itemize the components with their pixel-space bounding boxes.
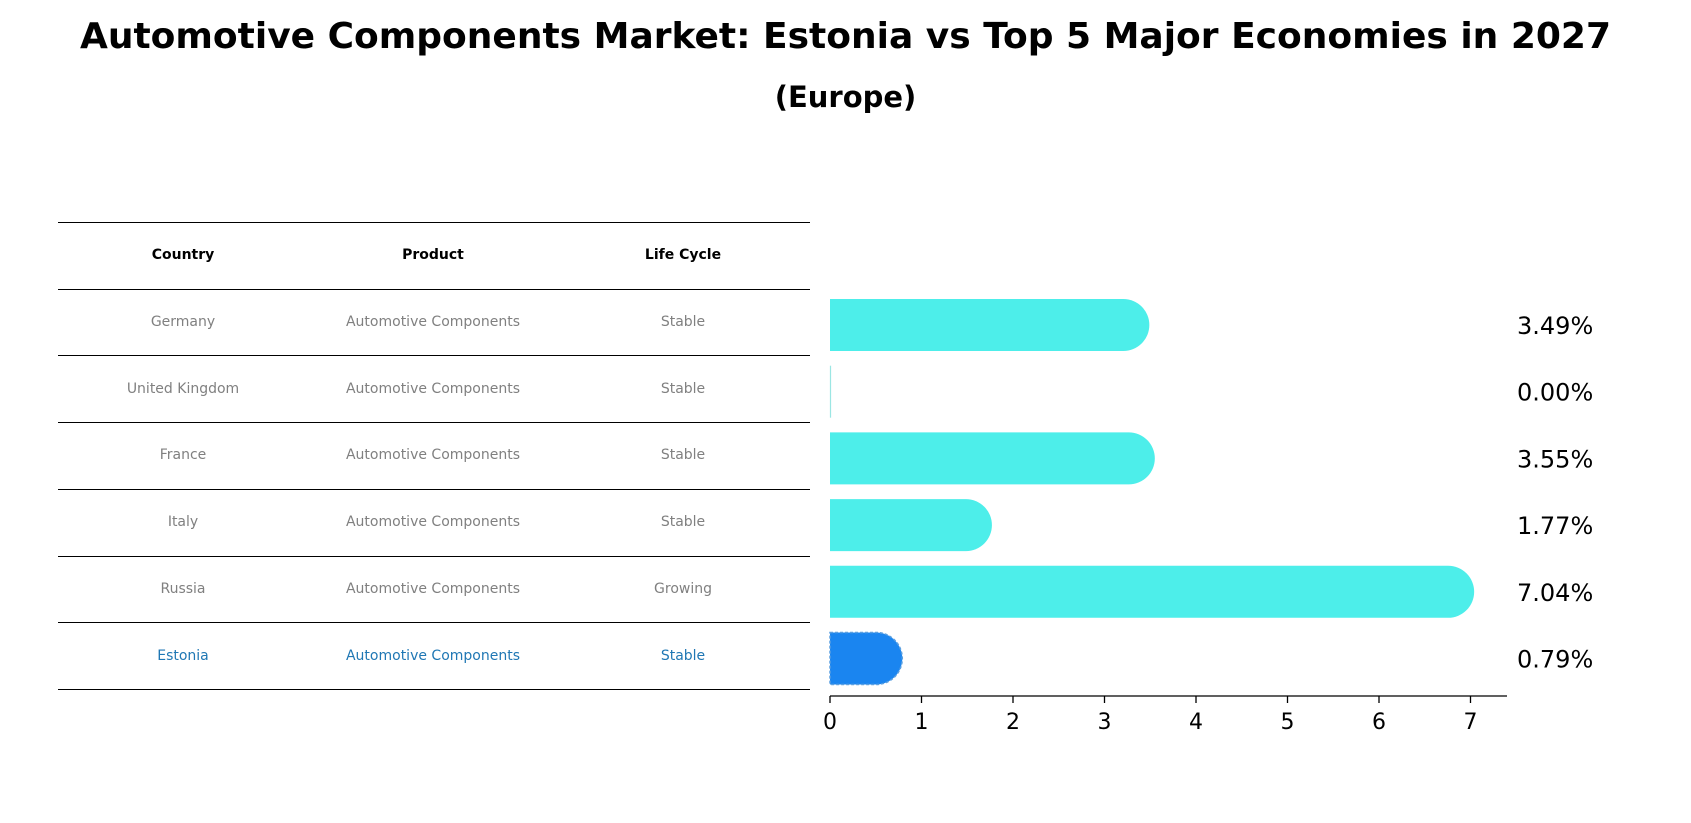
bar bbox=[830, 299, 1150, 351]
table-cell-life-cycle: Growing bbox=[654, 580, 712, 597]
table-cell-product: Automotive Components bbox=[345, 380, 520, 397]
table-cell-life-cycle: Stable bbox=[660, 447, 706, 464]
bar bbox=[830, 565, 1475, 618]
x-tick-label: 3 bbox=[1098, 710, 1112, 735]
chart-title: Automotive Components Market: Estonia vs… bbox=[79, 16, 1612, 57]
table-cell-product: Automotive Components bbox=[345, 447, 520, 464]
value-label: 7.04% bbox=[1517, 579, 1593, 607]
value-label: 3.49% bbox=[1517, 312, 1593, 340]
x-tick-label: 1 bbox=[915, 710, 929, 735]
table-header-cell: Country bbox=[151, 247, 215, 264]
table-cell-country: France bbox=[159, 447, 207, 464]
table-cell-product: Automotive Components bbox=[345, 580, 520, 597]
table-rule bbox=[58, 488, 810, 490]
table-cell-country: Germany bbox=[150, 314, 216, 331]
table-rule bbox=[58, 622, 810, 624]
x-tick-label: 6 bbox=[1372, 710, 1386, 735]
x-tick-label: 0 bbox=[823, 710, 837, 735]
value-label: 0.79% bbox=[1517, 646, 1593, 674]
table-rule bbox=[58, 422, 810, 424]
value-label: 0.00% bbox=[1517, 379, 1593, 407]
table-header-cell: Life Cycle bbox=[644, 247, 722, 264]
table-cell-product: Automotive Components bbox=[345, 314, 520, 331]
table-cell-country: Italy bbox=[167, 514, 199, 531]
table-cell-life-cycle: Stable bbox=[660, 647, 706, 664]
x-tick-label: 2 bbox=[1006, 710, 1020, 735]
x-tick-label: 7 bbox=[1464, 710, 1478, 735]
table-cell-life-cycle: Stable bbox=[660, 314, 706, 331]
table-rule bbox=[58, 555, 810, 557]
bar bbox=[829, 631, 904, 686]
value-label: 3.55% bbox=[1517, 445, 1593, 473]
table-rule bbox=[58, 355, 810, 357]
bar bbox=[830, 499, 992, 552]
table-cell-life-cycle: Stable bbox=[660, 380, 706, 397]
table-cell-country: United Kingdom bbox=[126, 380, 240, 397]
table-header-cell: Product bbox=[402, 247, 464, 264]
table-cell-country: Russia bbox=[160, 580, 206, 597]
bar bbox=[830, 432, 1155, 485]
x-tick-label: 4 bbox=[1189, 710, 1203, 735]
table-rule bbox=[58, 222, 810, 223]
chart-subtitle: (Europe) bbox=[774, 80, 917, 114]
table-rule bbox=[58, 288, 810, 290]
value-label: 1.77% bbox=[1517, 512, 1593, 540]
table-cell-country: Estonia bbox=[157, 647, 209, 664]
x-tick-label: 5 bbox=[1281, 710, 1295, 735]
table-cell-life-cycle: Stable bbox=[660, 514, 706, 531]
table-cell-product: Automotive Components bbox=[345, 647, 520, 664]
table-rule bbox=[58, 688, 810, 690]
table-cell-product: Automotive Components bbox=[345, 514, 520, 531]
